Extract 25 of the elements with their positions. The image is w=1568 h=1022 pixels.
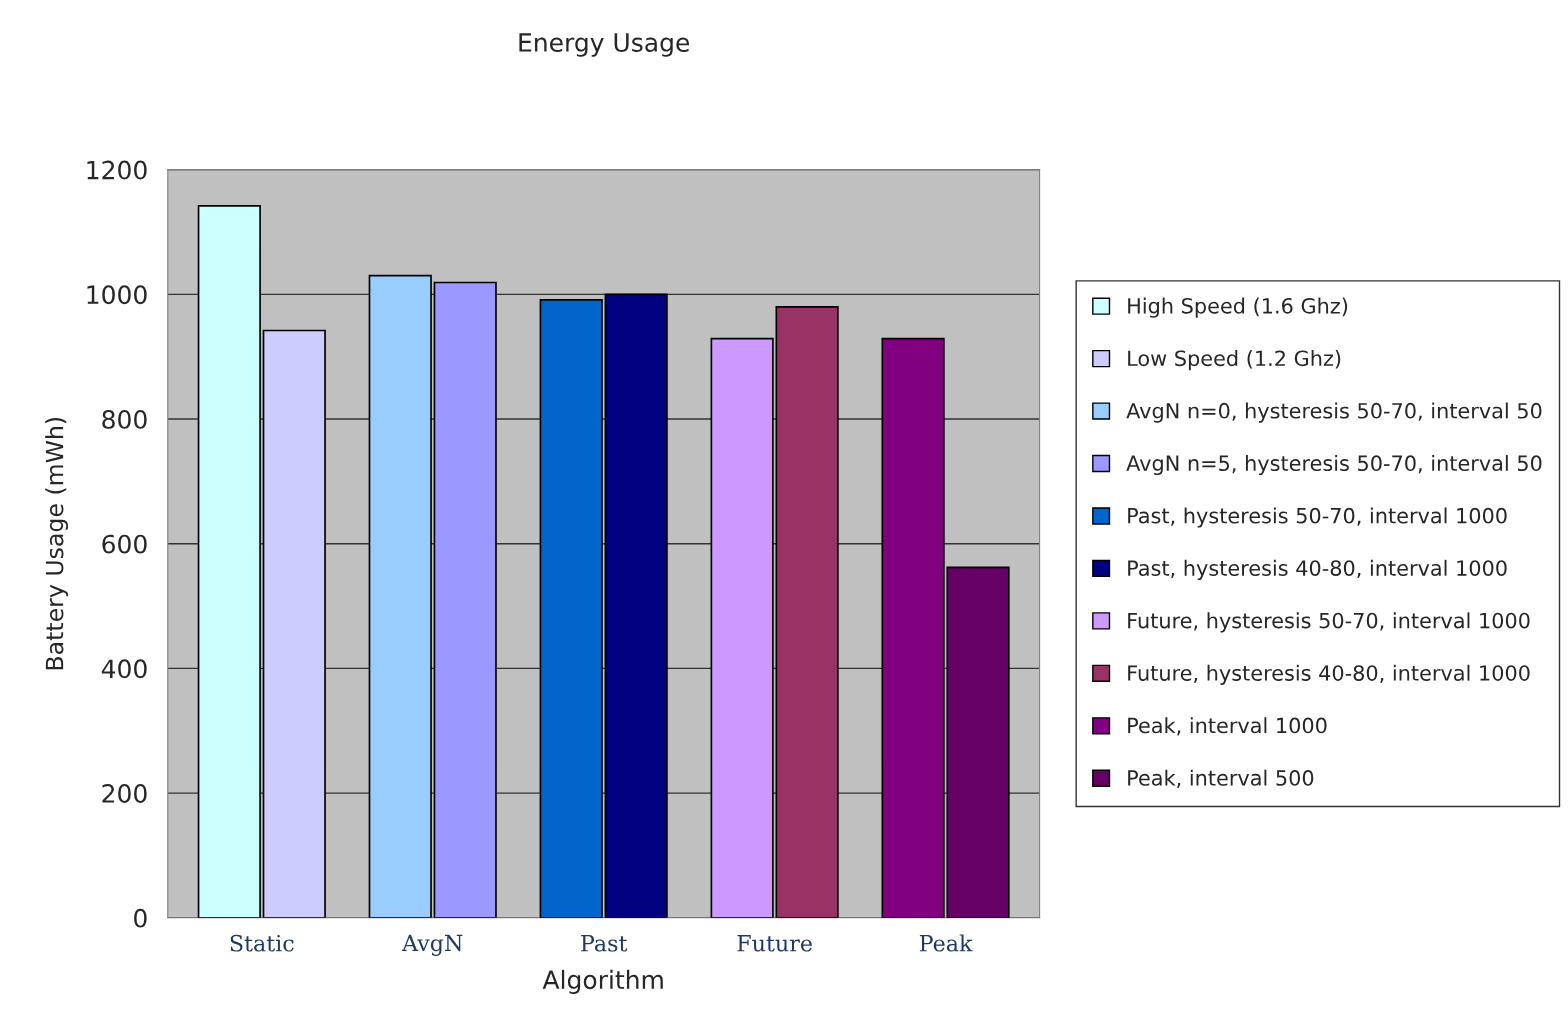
y-tick-label: 600 (102, 534, 147, 554)
legend-label: Peak, interval 1000 (1128, 717, 1327, 736)
legend-label: Future, hysteresis 40-80, interval 1000 (1128, 664, 1530, 685)
legend-label: Low Speed (1.2 Ghz) (1128, 350, 1341, 371)
x-tick-label: AvgN (401, 934, 463, 956)
y-tick-label: 1200 (87, 160, 147, 180)
x-tick-label: Future (737, 935, 812, 952)
y-tick-label: 200 (102, 784, 147, 803)
legend-label: High Speed (1.6 Ghz) (1128, 297, 1348, 318)
legend-label: AvgN n=5, hysteresis 50-70, interval 50 (1126, 454, 1542, 476)
legend-label: Past, hysteresis 40-80, interval 1000 (1128, 559, 1507, 581)
legend-label: Peak, interval 500 (1128, 769, 1314, 788)
legend-label: Past, hysteresis 50-70, interval 1000 (1128, 507, 1507, 528)
legend-label: AvgN n=0, hysteresis 50-70, interval 50 (1126, 402, 1542, 423)
y-tick-label: 1000 (87, 285, 147, 305)
x-tick-label: Static (230, 934, 294, 952)
legend-label: Future, hysteresis 50-70, interval 1000 (1128, 612, 1530, 633)
chart-title: Energy Usage (519, 33, 690, 57)
y-axis-title: Battery Usage (mWh) (45, 417, 69, 670)
x-tick-label: Past (581, 935, 628, 952)
y-tick-label: 0 (134, 908, 147, 928)
x-tick-label: Peak (919, 934, 973, 952)
y-tick-label: 400 (101, 659, 147, 679)
x-axis-title: Algorithm (542, 969, 663, 995)
y-tick-label: 800 (102, 409, 147, 429)
